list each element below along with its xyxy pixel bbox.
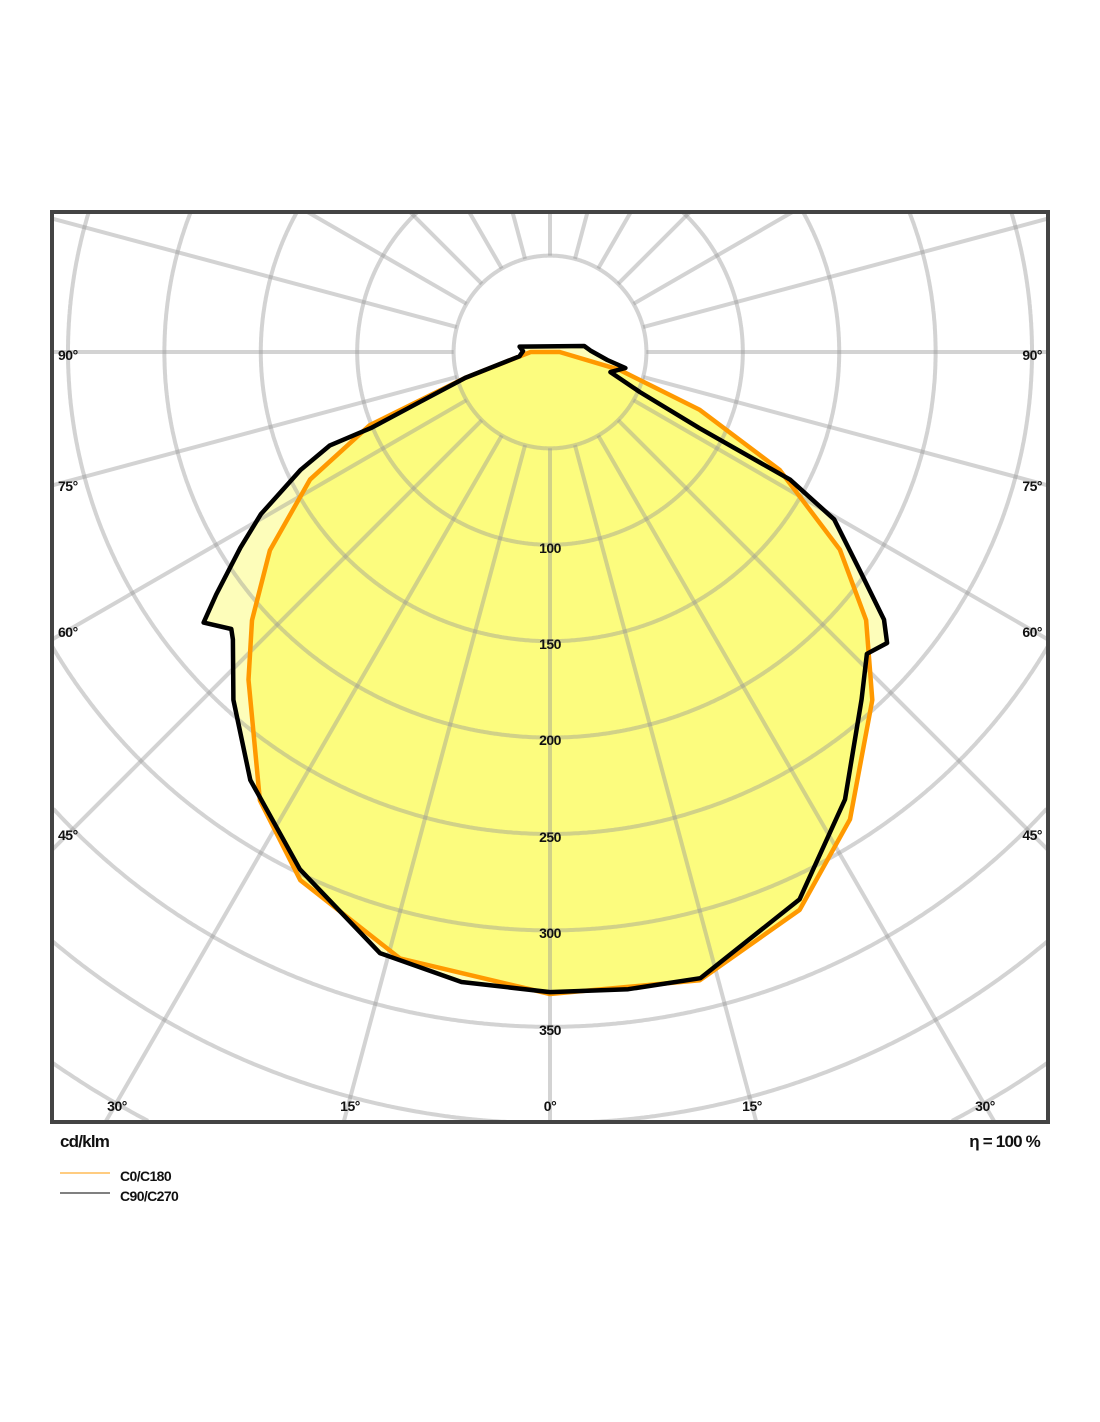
radial-tick-label: 200 bbox=[539, 732, 562, 748]
grid-spoke bbox=[52, 216, 458, 329]
legend-label: C0/C180 bbox=[120, 1168, 172, 1184]
grid-spoke bbox=[306, 212, 468, 306]
plot-frame bbox=[50, 210, 1050, 1124]
grid-circle bbox=[162, 212, 938, 740]
legend-label: C90/C270 bbox=[120, 1188, 179, 1204]
angle-label-right: 45° bbox=[1022, 827, 1042, 843]
curves bbox=[201, 343, 890, 997]
grid-spoke bbox=[616, 212, 692, 286]
grid-spoke bbox=[642, 375, 1048, 488]
angle-label-bottom: 15° bbox=[340, 1098, 360, 1114]
polar-grid bbox=[52, 212, 1048, 1122]
grid-spoke bbox=[103, 434, 504, 1122]
grid-spoke bbox=[632, 398, 1048, 642]
grid-spoke bbox=[573, 444, 759, 1122]
angle-label-left: 90° bbox=[58, 347, 78, 363]
radial-tick-labels: 100 150 200 250 300 350 bbox=[539, 540, 562, 1038]
radial-tick-label: 350 bbox=[539, 1022, 562, 1038]
grid-circle bbox=[52, 807, 1048, 1029]
grid-circle bbox=[52, 645, 1048, 933]
radial-tick-label: 300 bbox=[539, 925, 562, 941]
grid-spoke bbox=[341, 444, 527, 1122]
grid-spoke bbox=[52, 375, 458, 488]
grid-spoke bbox=[467, 212, 504, 270]
radial-tick-label: 250 bbox=[539, 829, 562, 845]
angle-label-right: 90° bbox=[1022, 347, 1042, 363]
grid-spoke bbox=[408, 212, 484, 286]
angle-label-bottom: 0° bbox=[544, 1098, 556, 1114]
grid-spoke bbox=[632, 212, 794, 306]
legend: C0/C180 C90/C270 bbox=[60, 1168, 180, 1204]
radial-tick-label: 100 bbox=[539, 540, 562, 556]
radial-tick-label: 150 bbox=[539, 636, 562, 652]
grid-spoke bbox=[596, 434, 997, 1122]
curve-fills bbox=[203, 346, 888, 994]
unit-label: cd/klm bbox=[60, 1132, 110, 1151]
angle-label-left: 45° bbox=[58, 827, 78, 843]
angle-label-bottom: 30° bbox=[975, 1098, 995, 1114]
grid-spoke bbox=[52, 418, 484, 852]
grid-spoke bbox=[573, 212, 590, 260]
angle-label-right: 60° bbox=[1022, 624, 1042, 640]
grid-circle bbox=[451, 253, 649, 451]
grid-spoke bbox=[596, 212, 633, 270]
angle-label-bottom: 30° bbox=[107, 1098, 127, 1114]
grid-circle bbox=[52, 1061, 1048, 1122]
efficiency-label: η = 100 % bbox=[969, 1132, 1040, 1151]
series-line-c90-c270 bbox=[201, 343, 890, 995]
grid-circle bbox=[52, 939, 1048, 1122]
angle-label-left: 60° bbox=[58, 624, 78, 640]
angle-label-right: 75° bbox=[1022, 478, 1042, 494]
angle-labels: 90° 75° 60° 45° 90° 75° 60° 45° 30° 15° … bbox=[58, 347, 1043, 1114]
fill-c0-c180 bbox=[248, 352, 873, 994]
grid-circle bbox=[66, 212, 1034, 836]
grid-spoke bbox=[642, 216, 1048, 329]
angle-label-bottom: 15° bbox=[742, 1098, 762, 1114]
angle-label-left: 75° bbox=[58, 478, 78, 494]
grid-spoke bbox=[616, 418, 1048, 852]
grid-spoke bbox=[510, 212, 527, 260]
